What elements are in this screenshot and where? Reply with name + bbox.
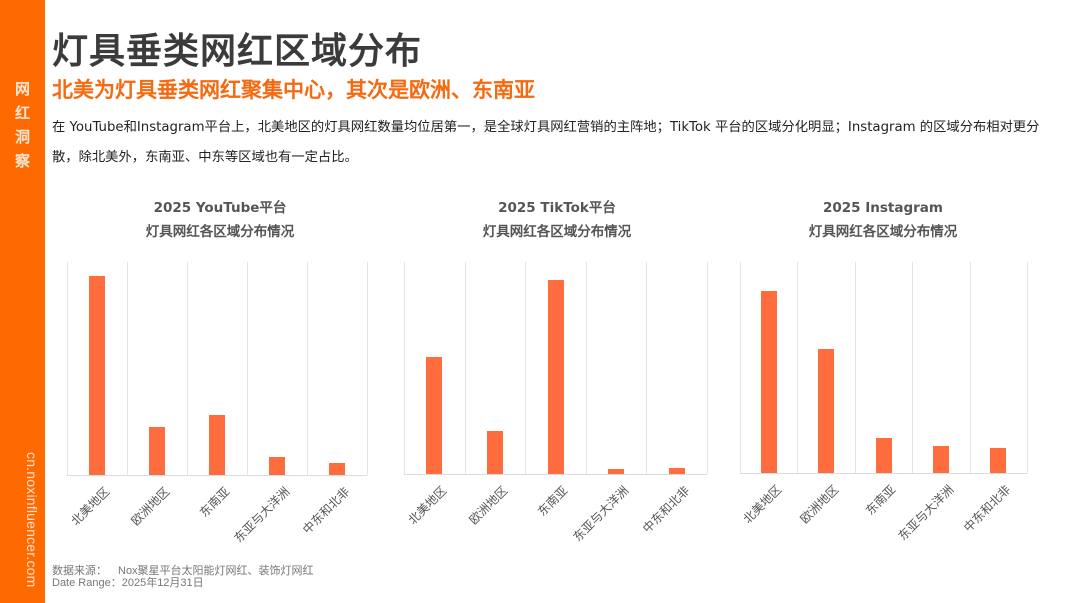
bar [990, 447, 1007, 473]
plot-area: 北美地区 欧洲地区 东南亚 东亚与大洋洲 中东和北非 [740, 262, 1028, 543]
chart-title: 2025 YouTube平台 [153, 200, 287, 216]
chart-subtitle: 灯具网红各区域分布情况 [145, 224, 295, 240]
page-title: 灯具垂类网红区域分布 [52, 31, 423, 72]
sidebar: 网 红 洞 察 cn.noxinfluencer.com [0, 0, 45, 603]
bar [89, 275, 105, 475]
gridline [797, 262, 799, 473]
x-axis-label: 欧洲地区 [128, 484, 173, 529]
x-axis-label: 北美地区 [405, 483, 450, 528]
gridline [67, 262, 68, 475]
chart-instagram: 2025 Instagram 灯具网红各区域分布情况 北美地区 欧洲地区 东南亚 东亚… [733, 196, 1033, 556]
bar [668, 468, 685, 474]
gridline [247, 262, 248, 475]
sidebar-char: 洞 [14, 128, 30, 146]
bar [760, 291, 777, 473]
footer: 数据来源： Nox聚星平台太阳能灯网红、装饰灯网红 Date Range：2025… [52, 565, 314, 589]
x-axis-label: 中东和北非 [961, 482, 1014, 535]
bar [486, 431, 503, 474]
x-axis-label: 北美地区 [68, 484, 113, 529]
x-axis-label: 东南亚 [196, 484, 233, 520]
data-source: 数据来源： Nox聚星平台太阳能灯网红、装饰灯网红 [52, 565, 314, 577]
gridline [464, 262, 466, 474]
bar [426, 357, 443, 474]
x-axis-label: 东亚与大洋洲 [570, 483, 632, 545]
sidebar-char: 察 [14, 152, 30, 170]
gridline [740, 262, 741, 473]
x-axis-label: 中东和北非 [299, 484, 353, 537]
bar [149, 427, 165, 475]
chart-subtitle: 灯具网红各区域分布情况 [482, 224, 632, 240]
bar [547, 279, 564, 474]
bar [608, 469, 625, 474]
x-axis-label: 东南亚 [863, 482, 899, 518]
gridline [969, 262, 971, 473]
x-axis-label: 东亚与大洋洲 [895, 482, 957, 544]
gridline [1027, 262, 1028, 473]
bar [875, 438, 892, 473]
sidebar-char: 红 [14, 104, 30, 122]
gridline [912, 262, 914, 473]
chart-title: 2025 Instagram [822, 200, 943, 216]
date-range: Date Range：2025年12月31日 [52, 577, 204, 589]
description: 在 YouTube和Instagram平台上，北美地区的灯具网红数量均位居第一，… [52, 120, 1040, 165]
x-axis-label: 欧洲地区 [466, 483, 511, 528]
x-axis-label: 中东和北非 [639, 483, 693, 536]
gridline [525, 262, 527, 474]
gridline [367, 262, 368, 475]
gridline [854, 262, 856, 473]
page-subtitle: 北美为灯具垂类网红聚集中心，其次是欧洲、东南亚 [52, 78, 535, 102]
gridline [404, 262, 405, 474]
x-axis-label: 北美地区 [740, 482, 785, 527]
x-axis-label: 欧洲地区 [797, 482, 842, 527]
bar [818, 349, 835, 473]
sidebar-url: cn.noxinfluencer.com [24, 452, 40, 588]
sidebar-label: 网 红 洞 察 [0, 77, 45, 173]
x-axis-label: 东南亚 [535, 483, 571, 519]
bar [209, 415, 225, 475]
sidebar-char: 网 [14, 80, 30, 98]
gridline [127, 262, 128, 475]
bar [269, 457, 285, 475]
bar [329, 463, 345, 475]
plot-area: 北美地区 欧洲地区 东南亚 东亚与大洋洲 中东和北非 [67, 262, 368, 545]
gridline [707, 262, 708, 474]
gridline [585, 262, 587, 474]
gridline [187, 262, 188, 475]
plot-area: 北美地区 欧洲地区 东南亚 东亚与大洋洲 中东和北非 [404, 262, 708, 544]
chart-youtube: 2025 YouTube平台 灯具网红各区域分布情况 北美地区 欧洲地区 东南亚 东亚… [60, 196, 380, 556]
chart-title: 2025 TikTok平台 [498, 200, 616, 216]
chart-subtitle: 灯具网红各区域分布情况 [808, 224, 958, 240]
x-axis-label: 东亚与大洋洲 [231, 484, 293, 546]
gridline [307, 262, 308, 475]
bar [932, 445, 949, 473]
chart-tiktok: 2025 TikTok平台 灯具网红各区域分布情况 北美地区 欧洲地区 东南亚 东亚与… [397, 196, 717, 556]
gridline [646, 262, 648, 474]
